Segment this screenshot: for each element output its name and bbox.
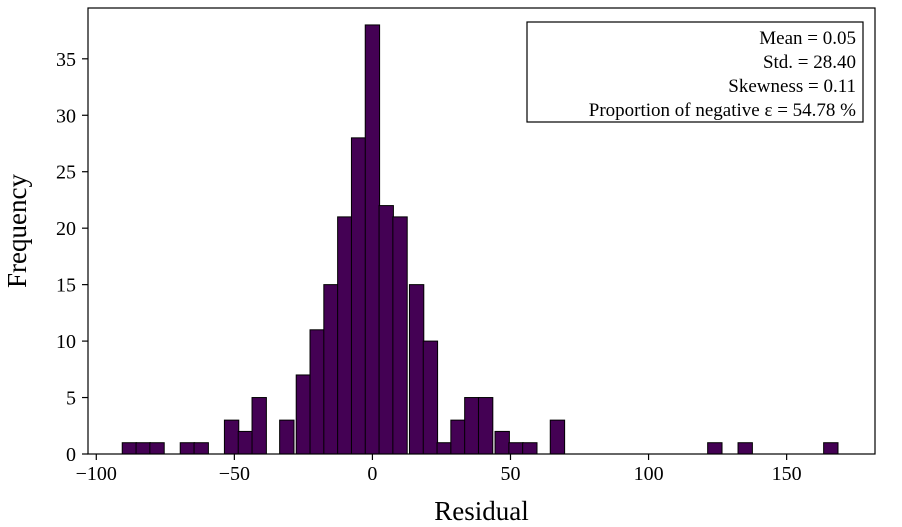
y-tick-label: 25 [56,162,76,184]
histogram-bar [707,442,723,455]
stat-mean: Mean = 0.05 [759,28,856,49]
stat-std: Std. = 28.40 [763,52,856,73]
histogram-bar [251,397,267,455]
histogram-bar [223,419,240,455]
y-tick-label: 20 [56,218,76,240]
histogram-bar [149,442,165,455]
histogram-bar [121,442,138,455]
histogram-bar [350,137,367,455]
stat-negative-proportion: Proportion of negative ε = 54.78 % [589,100,856,121]
x-tick-label: 0 [367,463,377,485]
x-tick-label: 50 [500,463,520,485]
histogram-bar [494,430,510,455]
histogram-bar [737,442,753,455]
histogram-bar [464,397,480,455]
stat-skewness: Skewness = 0.11 [728,76,856,97]
histogram-bar [279,419,295,455]
histogram-bar [522,442,538,455]
histogram-bar [392,216,408,455]
histogram-bar [179,442,196,455]
histogram-bar [477,397,494,455]
histogram-bar [422,340,439,455]
y-tick-label: 5 [66,388,76,410]
histogram-bar [378,205,394,455]
histogram-bar [237,430,254,455]
histogram-bar [323,284,339,455]
y-tick-label: 0 [66,444,76,466]
histogram-bar [337,216,353,455]
histogram-bar [508,442,524,455]
histogram-bars [121,24,839,455]
x-tick-label: −50 [219,463,250,485]
x-tick-label: −100 [76,463,117,485]
y-tick-label: 35 [56,49,76,71]
statistics-box-frame [526,21,864,123]
histogram-bar [450,419,466,455]
histogram-bar [135,442,151,455]
statistics-annotation: Mean = 0.05 Std. = 28.40 Skewness = 0.11… [526,21,864,123]
histogram-bar [408,284,425,455]
y-axis-label: Frequency [2,174,32,288]
histogram-bar [309,329,325,455]
x-tick-label: 150 [772,463,802,485]
histogram-bar [436,442,452,455]
y-axis-ticks: 0 5 10 15 20 25 30 35 [56,49,88,466]
x-axis-ticks: −100 −50 0 50 100 150 [76,454,802,485]
plot-frame [87,7,876,455]
histogram-bar [295,374,312,455]
x-tick-label: 100 [634,463,664,485]
histogram-bar [549,419,566,455]
histogram-bar [364,24,381,455]
y-tick-label: 30 [56,105,76,127]
y-tick-label: 15 [56,275,76,297]
y-tick-label: 10 [56,331,76,353]
histogram-bar [193,442,209,455]
histogram-bar [823,442,839,455]
x-axis-label: Residual [434,496,529,526]
